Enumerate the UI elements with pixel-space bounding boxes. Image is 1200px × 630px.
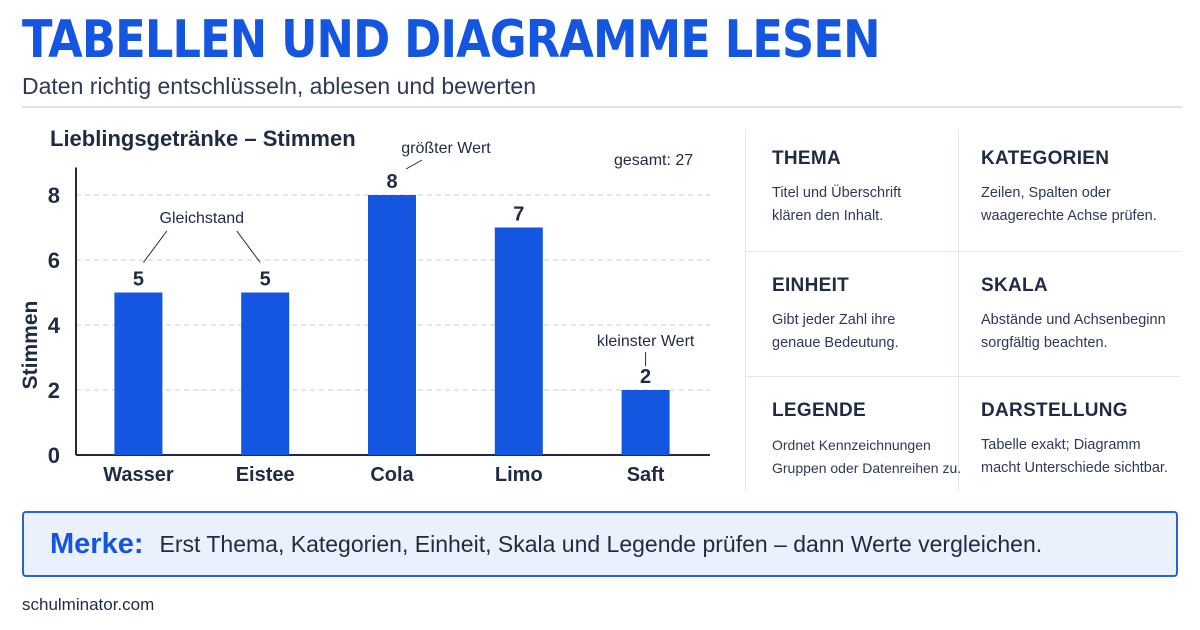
data-label: 5 [133, 269, 144, 291]
bar-limo [494, 227, 543, 455]
data-label: 2 [640, 366, 651, 388]
annotation-tie: Gleichstand [160, 210, 245, 227]
annotation-min: kleinster Wert [597, 333, 695, 350]
x-tick-label: Cola [370, 464, 414, 486]
page-title: TABELLEN UND DIAGRAMME LESEN [22, 10, 880, 70]
card-legende: LEGENDE Ordnet Kennzeichnungen Gruppen o… [772, 400, 962, 480]
bar-saft [621, 390, 670, 455]
x-tick-label: Wasser [103, 464, 174, 486]
card-text: Titel und Überschrift klären den Inhalt. [772, 185, 902, 224]
card-einheit: EINHEIT Gibt jeder Zahl ihre genaue Bede… [772, 275, 972, 355]
card-text: Ordnet Kennzeichnungen Gruppen oder Date… [772, 437, 962, 476]
card-text: Tabelle exakt; Diagramm macht Unterschie… [981, 437, 1168, 476]
card-title: SKALA [981, 275, 1048, 296]
y-tick-label: 8 [48, 183, 60, 208]
card-divider [745, 251, 1180, 252]
card-title: EINHEIT [772, 275, 850, 296]
chart-title: Lieblingsgetränke – Stimmen [50, 126, 356, 151]
note-label: Merke: [50, 527, 144, 560]
note-text: Erst Thema, Kategorien, Einheit, Skala u… [159, 530, 1043, 557]
annotation-leader [405, 159, 423, 170]
bar-cola [368, 195, 416, 455]
bar-chart: 0 2 4 6 8 Stimmen 5 Wasser 5 Eistee 8 Cola 7 Limo 2 Saf… [19, 140, 710, 486]
annotation-max: größter Wert [401, 140, 491, 157]
header-divider [22, 106, 1182, 108]
card-divider [958, 130, 959, 492]
chart-total-label: gesamt: 27 [614, 152, 694, 169]
data-label: 5 [260, 269, 271, 291]
card-text: Gibt jeder Zahl ihre genaue Bedeutung. [772, 312, 899, 351]
x-tick-label: Eistee [236, 464, 295, 486]
y-axis-label: Stimmen [19, 301, 42, 390]
card-thema: THEMA Titel und Überschrift klären den I… [772, 148, 972, 228]
footer-site: schulminator.com [22, 595, 155, 614]
annotation-leader [142, 230, 168, 263]
card-text: Abstände und Achsenbeginn sorgfältig bea… [981, 312, 1166, 351]
x-tick-label: Limo [495, 464, 543, 486]
card-title: DARSTELLUNG [981, 400, 1128, 421]
y-tick-label: 0 [48, 443, 60, 468]
card-title: LEGENDE [772, 400, 866, 421]
y-tick-label: 6 [48, 248, 60, 273]
y-tick-label: 2 [48, 378, 60, 403]
card-title: KATEGORIEN [981, 148, 1110, 169]
y-tick-label: 4 [48, 313, 61, 338]
data-label: 8 [386, 171, 397, 193]
card-divider [745, 376, 1180, 377]
card-kategorien: KATEGORIEN Zeilen, Spalten oder waagerec… [981, 148, 1180, 228]
card-text: Zeilen, Spalten oder waagerechte Achse p… [981, 185, 1157, 224]
note-box: Merke: Erst Thema, Kategorien, Einheit, … [22, 511, 1178, 577]
checklist-cards: THEMA Titel und Überschrift klären den I… [745, 130, 1180, 492]
annotation-leader [236, 230, 261, 263]
bar-wasser [114, 292, 163, 455]
card-title: THEMA [772, 148, 842, 169]
bar-eistee [241, 292, 290, 455]
x-tick-label: Saft [627, 464, 665, 486]
card-divider [745, 130, 746, 492]
card-skala: SKALA Abstände und Achsenbeginn sorgfält… [981, 275, 1180, 355]
data-label: 7 [513, 204, 524, 226]
page-subtitle: Daten richtig entschlüsseln, ablesen und… [22, 73, 536, 99]
card-darstellung: DARSTELLUNG Tabelle exakt; Diagramm mach… [981, 400, 1180, 480]
